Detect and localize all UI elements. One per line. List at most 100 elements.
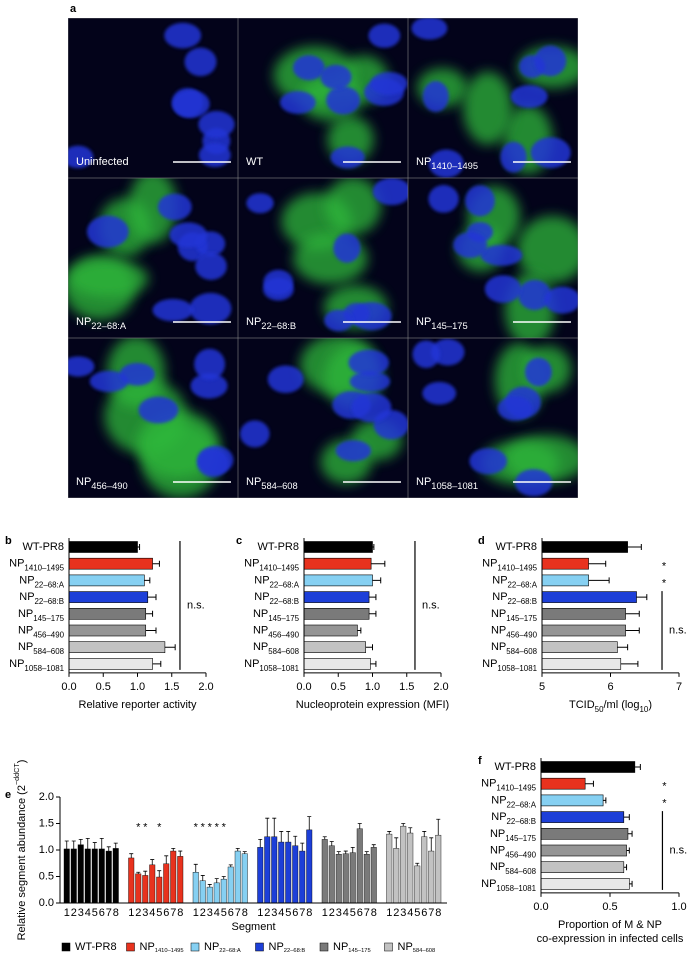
micrograph [68,18,238,178]
bar [63,848,70,904]
text-part: NP [18,641,33,653]
nucleus [422,81,449,112]
y-tick-label: 1.5 [39,817,54,829]
error-bar [85,837,90,849]
x-tick-label: 2 [264,907,270,919]
text-part: NP [416,316,431,328]
bar [68,574,145,587]
text-part: 145–175 [268,613,299,622]
nucleus [164,22,202,49]
text-part: /ml (log [603,699,639,711]
error-bar [157,870,162,878]
bar [540,878,630,890]
bar [414,865,421,904]
error-bar [350,846,355,853]
error-bar [634,764,641,770]
bar [540,861,625,874]
x-tick-label: 2 [71,907,77,919]
bar [112,848,119,904]
error-bar [372,577,382,584]
category-label: NP22–68:A [492,574,537,589]
nucleus [324,309,354,332]
x-tick-label: 6 [607,681,613,693]
error-bar [143,870,148,876]
micrograph [68,178,238,338]
bar [303,624,358,637]
category-label: WT-PR8 [257,541,299,553]
legend-label: NP1410–1495 [140,941,184,954]
legend-label: NP22–68:A [204,941,241,954]
x-tick-label: 8 [371,907,377,919]
bar [303,641,366,654]
text-part: 22–68:B [507,817,536,826]
error-bar [627,830,633,837]
bar [370,847,377,904]
text-part: NP [253,624,268,636]
text-part: 145–175 [506,613,537,622]
tile-label: Uninfected [76,156,129,168]
nucleus [333,233,361,263]
nucleus [524,357,552,387]
micrograph [68,338,238,498]
bar [206,886,213,904]
x-tick-label: 6 [357,907,363,919]
error-bar [364,851,369,855]
text-part: 456–490 [33,630,64,639]
x-tick-label: 1 [128,907,134,919]
nucleus [279,91,316,114]
text-part: ) [16,760,28,764]
bar [105,850,112,904]
category-label: NP1410–1495 [244,558,299,573]
nucleus [194,348,226,380]
bar [170,850,177,904]
error-bar [152,560,160,567]
tile-label: NP456–490 [76,476,128,492]
x-tick-label: 7 [170,907,176,919]
error-bar [617,644,629,651]
legend-swatch [190,942,200,952]
bar [303,607,370,620]
text-part: NP [18,624,33,636]
category-label: NP22–68:A [491,794,536,809]
text-part: 22–68:B [35,597,64,606]
text-part: WT-PR8 [257,541,299,553]
nucleus [411,18,448,40]
text-part: NP [490,828,505,840]
category-label: NP22–68:B [19,591,64,606]
text-part: 1410–1495 [497,563,537,572]
x-tick-label: 2 [200,907,206,919]
error-bar [408,827,413,834]
nucleus [138,396,179,424]
text-part: 50 [595,704,604,713]
text-part: 22–68:A [270,580,300,589]
error-bar [371,844,376,848]
x-tick-label: 7 [299,907,305,919]
nucleus [157,193,192,221]
legend-swatch [126,942,135,952]
x-axis-label: TCID50/ml (log10) [569,699,652,714]
text-part: WT-PR8 [495,541,537,553]
error-bar [265,817,270,837]
bar [541,591,637,603]
bar [271,836,278,904]
bar [98,848,105,904]
text-part: NP [244,658,259,670]
text-part: 1410–1495 [155,948,184,954]
text-part: 456–490 [268,630,299,639]
text-part: 22–68:A [507,800,537,809]
nucleus [326,86,361,115]
bar [349,852,356,904]
bar [421,836,428,904]
text-part: Segment [231,921,275,933]
significance-label: * [201,822,206,834]
bar [540,761,636,773]
bar [386,833,393,904]
category-label: NP145–175 [490,828,537,843]
text-part: NP [491,641,506,653]
text-part: 584–608 [268,647,299,656]
x-tick-label: 8 [113,907,119,919]
nucleus [68,145,94,169]
text-part: 22–68:B [261,321,296,331]
nucleus [169,222,208,248]
x-tick-label: 2.0 [198,681,213,693]
